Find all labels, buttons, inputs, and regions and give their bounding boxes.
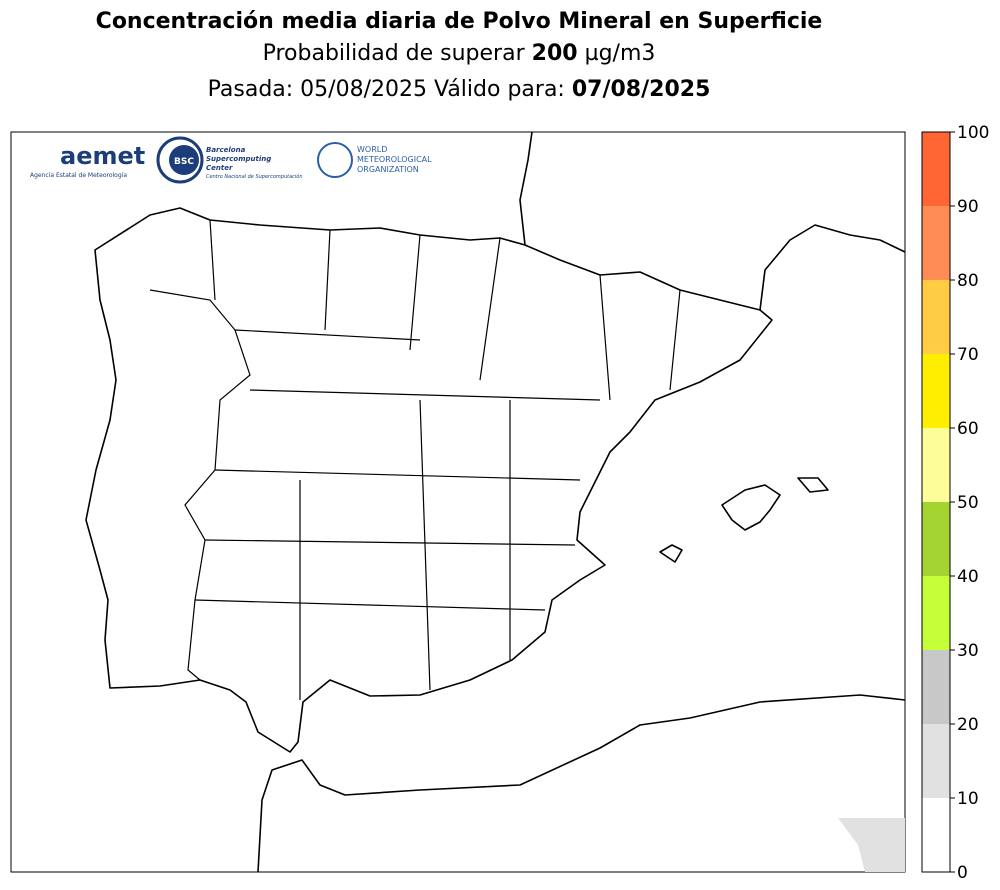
- colorbar-tick-label: 10: [957, 789, 979, 809]
- bsc-subtitle: Centro Nacional de Supercomputación: [206, 173, 303, 180]
- threshold: 200: [532, 41, 578, 66]
- colorbar-tick-label: 60: [957, 419, 979, 439]
- france-med-coast: [759, 224, 906, 311]
- valid-label: Válido para:: [434, 77, 565, 102]
- colorbar-tick-label: 20: [957, 715, 979, 735]
- run-label: Pasada:: [208, 77, 294, 102]
- ibiza: [659, 544, 683, 563]
- colorbar-tick-label: 90: [957, 197, 979, 217]
- bsc-name: Barcelona: [206, 146, 246, 154]
- colorbar-tick-label: 50: [957, 493, 979, 513]
- subtitle: Probabilidad de superar 200 µg/m3: [263, 41, 656, 66]
- colorbar-tick-label: 80: [957, 271, 979, 291]
- bsc-name: Supercomputing: [206, 155, 271, 163]
- colorbar-segment: [922, 650, 950, 724]
- bsc-logo-core: [169, 145, 199, 175]
- colorbar-segment: [922, 502, 950, 576]
- france-coast: [519, 131, 533, 246]
- wmo-logo: [317, 142, 353, 178]
- colorbar-segment: [922, 428, 950, 502]
- colorbar-tick-label: 70: [957, 345, 979, 365]
- province-borders: [194, 219, 681, 700]
- map-frame: [10, 131, 906, 873]
- run-date: 05/08/2025: [300, 77, 427, 102]
- wmo-name: WORLD: [357, 145, 387, 154]
- aemet-logo: aemet: [60, 142, 145, 170]
- wmo-name: ORGANIZATION: [357, 165, 419, 174]
- wmo-name: METEOROLOGICAL: [357, 155, 432, 164]
- valid-date: 07/08/2025: [572, 77, 711, 102]
- logos: aemet Agencia Estatal de Meteorología BS…: [30, 136, 432, 184]
- bsc-name: Center: [206, 164, 233, 172]
- mallorca: [721, 484, 781, 531]
- aemet-subtitle: Agencia Estatal de Meteorología: [30, 172, 127, 179]
- menorca: [797, 477, 829, 493]
- run-line: Pasada: 05/08/2025 Válido para: 07/08/20…: [208, 77, 711, 102]
- colorbar-segment: [922, 280, 950, 354]
- colorbar-tick-label: 100: [957, 123, 989, 143]
- colorbar-tick-label: 0: [957, 863, 968, 883]
- title: Concentración media diaria de Polvo Mine…: [96, 9, 823, 34]
- colorbar-tick-label: 40: [957, 567, 979, 587]
- colorbar-tick-label: 30: [957, 641, 979, 661]
- colorbar-segment: [922, 724, 950, 798]
- colorbar: 0 10 20 30 40 50 60 70 80 90 100: [921, 123, 989, 883]
- africa-coast: [257, 694, 906, 873]
- colorbar-segment: [922, 354, 950, 428]
- colorbar-segment: [922, 132, 950, 206]
- probability-area: [838, 818, 905, 872]
- unit: µg/m3: [585, 41, 656, 66]
- map: [10, 131, 906, 873]
- subtitle-prefix: Probabilidad de superar: [263, 41, 526, 66]
- iberia-coast: [85, 207, 773, 753]
- colorbar-segment: [922, 206, 950, 280]
- colorbar-segment: [922, 798, 950, 872]
- colorbar-segment: [922, 576, 950, 650]
- bsc-label: BSC: [174, 157, 194, 167]
- bsc-logo: [156, 136, 204, 184]
